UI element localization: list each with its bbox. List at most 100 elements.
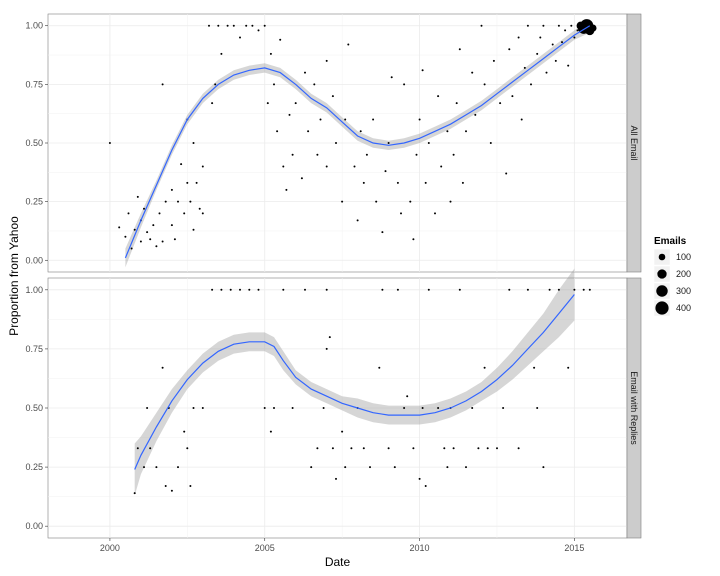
y-tick-label: 0.25	[25, 462, 43, 472]
legend-key-point	[656, 285, 668, 297]
data-point	[427, 142, 430, 144]
y-tick-label: 0.25	[25, 197, 43, 207]
legend-key-point	[655, 301, 669, 315]
data-point	[186, 447, 189, 450]
data-point	[127, 212, 130, 215]
data-point	[263, 407, 266, 409]
data-point	[232, 24, 235, 27]
data-point	[477, 447, 480, 450]
data-point	[381, 231, 384, 234]
data-point	[201, 212, 204, 215]
data-point	[530, 83, 532, 86]
data-point	[118, 226, 121, 229]
data-point	[177, 200, 179, 203]
data-point	[570, 24, 573, 27]
data-point	[344, 466, 347, 469]
facet-strip	[626, 13, 642, 273]
panel-all-email: 0.00 0.25 0.50 0.75 1.00 All Email	[25, 13, 642, 273]
data-point	[461, 181, 464, 184]
data-point	[400, 212, 402, 215]
data-point	[437, 407, 440, 409]
data-point	[335, 142, 337, 144]
data-point	[554, 59, 557, 62]
data-point	[183, 212, 186, 215]
data-point	[282, 288, 285, 291]
y-tick-label: 1.00	[25, 285, 43, 295]
smooth-confidence-band	[134, 268, 575, 496]
data-point	[508, 288, 511, 291]
data-point	[189, 485, 192, 487]
data-point	[217, 24, 220, 27]
data-point	[458, 288, 461, 291]
data-point	[465, 466, 467, 469]
data-point	[136, 195, 139, 198]
data-point	[341, 430, 344, 433]
data-point	[149, 447, 152, 450]
data-point	[248, 288, 251, 291]
data-point	[412, 447, 415, 450]
data-point	[245, 24, 248, 27]
data-point	[273, 83, 275, 86]
legend-title: Emails	[654, 236, 687, 247]
data-point	[505, 172, 508, 175]
data-point	[589, 24, 597, 32]
data-point	[353, 165, 356, 168]
data-point	[325, 59, 328, 62]
data-point	[269, 430, 272, 433]
data-point	[201, 165, 204, 168]
data-point	[576, 29, 579, 32]
data-point	[139, 240, 142, 243]
data-point	[186, 181, 189, 184]
x-tick-label: 2005	[255, 543, 275, 553]
data-point	[214, 83, 217, 86]
data-point	[180, 163, 183, 166]
y-tick-label: 0.75	[25, 79, 43, 89]
data-point	[427, 288, 430, 291]
data-point	[282, 165, 285, 168]
data-point	[403, 83, 406, 86]
data-point	[170, 489, 173, 492]
data-point	[545, 71, 548, 74]
data-point	[369, 466, 371, 469]
data-point	[573, 36, 576, 39]
data-point	[418, 477, 421, 480]
y-tick-label: 0.00	[25, 255, 43, 265]
data-point	[161, 83, 164, 86]
legend-entry-label: 400	[676, 303, 691, 313]
x-tick-label: 2010	[410, 543, 430, 553]
smooth-line	[134, 294, 575, 470]
data-point	[452, 447, 455, 450]
y-tick-label: 0.00	[25, 521, 43, 531]
data-point	[192, 407, 195, 409]
panel-email-with-replies: 0.00 0.25 0.50 0.75 1.00 Email with Replies	[25, 268, 642, 539]
data-point	[316, 447, 319, 450]
y-axis-title: Proportion from Yahoo	[7, 216, 21, 336]
data-point	[542, 466, 545, 469]
data-point	[458, 48, 461, 51]
data-point	[480, 24, 483, 27]
data-point	[551, 43, 554, 46]
data-point	[331, 95, 334, 98]
data-point	[124, 235, 127, 238]
data-point	[452, 153, 455, 156]
data-point	[499, 102, 502, 105]
data-point	[136, 447, 139, 450]
data-point	[319, 118, 322, 121]
data-point	[192, 228, 195, 231]
data-point	[502, 407, 505, 409]
y-tick-label: 1.00	[25, 21, 43, 31]
data-point	[335, 477, 337, 480]
x-tick-label: 2000	[100, 543, 120, 553]
data-point	[170, 188, 173, 191]
data-point	[161, 240, 164, 243]
data-point	[557, 288, 560, 291]
data-point	[582, 288, 585, 291]
data-point	[588, 288, 591, 291]
data-point	[208, 24, 210, 27]
data-point	[390, 76, 393, 79]
data-point	[291, 153, 294, 156]
data-point	[455, 102, 458, 105]
data-point	[198, 207, 201, 210]
legend-key-point	[658, 253, 666, 261]
data-point	[201, 407, 204, 409]
